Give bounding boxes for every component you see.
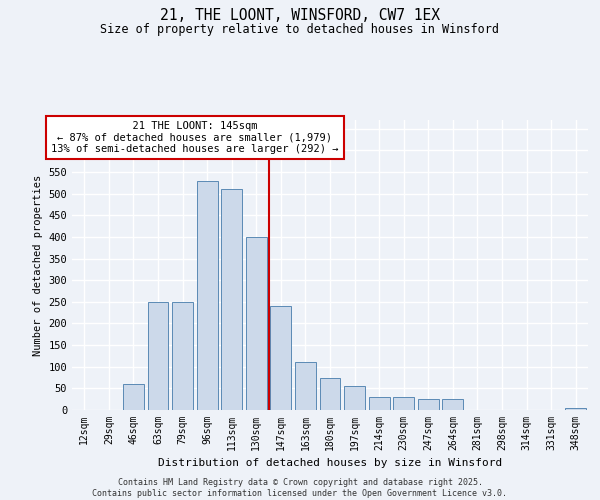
Bar: [393, 397, 414, 410]
Bar: [295, 362, 316, 410]
Text: Distribution of detached houses by size in Winsford: Distribution of detached houses by size …: [158, 458, 502, 468]
Text: 21 THE LOONT: 145sqm  
← 87% of detached houses are smaller (1,979)
13% of semi-: 21 THE LOONT: 145sqm ← 87% of detached h…: [51, 120, 338, 154]
Bar: [148, 302, 169, 410]
Bar: [418, 399, 439, 410]
Bar: [344, 386, 365, 410]
Bar: [320, 378, 340, 410]
Bar: [123, 384, 144, 410]
Bar: [246, 237, 267, 410]
Text: 21, THE LOONT, WINSFORD, CW7 1EX: 21, THE LOONT, WINSFORD, CW7 1EX: [160, 8, 440, 22]
Bar: [368, 397, 389, 410]
Bar: [271, 306, 292, 410]
Bar: [172, 302, 193, 410]
Bar: [197, 180, 218, 410]
Bar: [565, 408, 586, 410]
Text: Contains HM Land Registry data © Crown copyright and database right 2025.
Contai: Contains HM Land Registry data © Crown c…: [92, 478, 508, 498]
Bar: [442, 399, 463, 410]
Bar: [221, 190, 242, 410]
Text: Size of property relative to detached houses in Winsford: Size of property relative to detached ho…: [101, 22, 499, 36]
Y-axis label: Number of detached properties: Number of detached properties: [33, 174, 43, 356]
